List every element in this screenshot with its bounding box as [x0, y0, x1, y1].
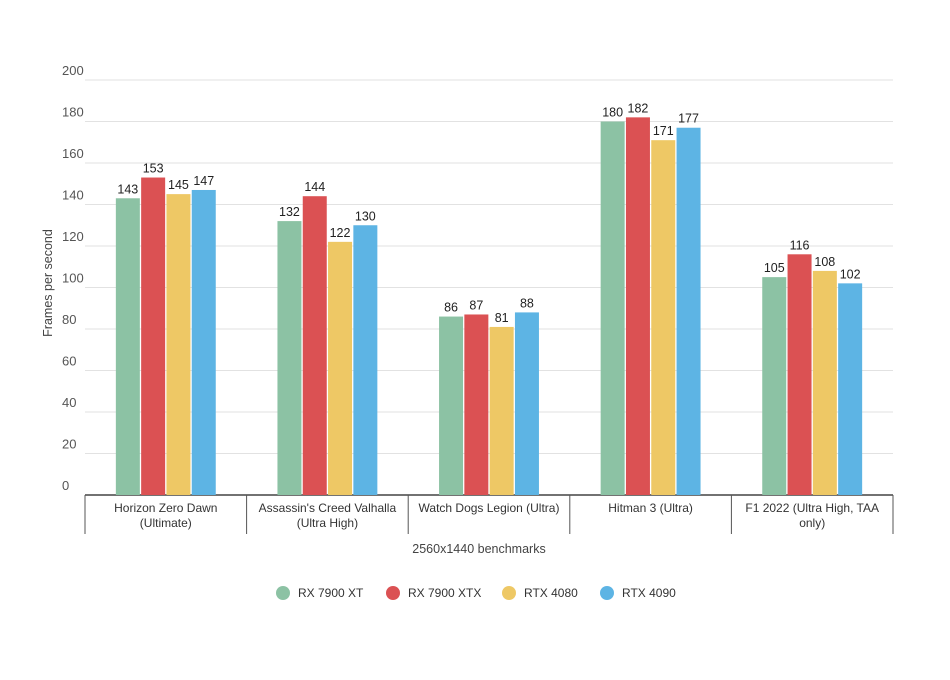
data-label: 182	[628, 101, 649, 115]
data-label: 102	[840, 267, 861, 281]
data-label: 81	[495, 311, 509, 325]
bar	[625, 117, 650, 495]
data-label: 87	[469, 298, 483, 312]
bar	[600, 121, 625, 495]
data-label: 130	[355, 209, 376, 223]
data-label: 177	[678, 112, 699, 126]
legend-label: RX 7900 XT	[298, 586, 364, 600]
data-label: 147	[193, 174, 214, 188]
y-tick-label: 0	[62, 478, 69, 493]
bar	[762, 277, 787, 495]
bar	[141, 177, 166, 495]
legend-swatch	[276, 586, 290, 600]
y-tick-label: 180	[62, 105, 84, 120]
x-tick-label: Hitman 3 (Ultra)	[608, 501, 693, 515]
bar	[166, 194, 191, 495]
x-tick-label: Horizon Zero Dawn	[114, 501, 217, 515]
bar	[838, 283, 863, 495]
data-label: 105	[764, 261, 785, 275]
data-label: 153	[143, 162, 164, 176]
data-label: 180	[602, 106, 623, 120]
bar	[676, 127, 701, 495]
bar	[464, 314, 489, 495]
x-tick-label: (Ultra High)	[297, 516, 358, 530]
data-label: 143	[117, 182, 138, 196]
data-label: 88	[520, 296, 534, 310]
y-tick-label: 120	[62, 229, 84, 244]
legend-label: RTX 4080	[524, 586, 578, 600]
legend-label: RTX 4090	[622, 586, 676, 600]
legend-label: RX 7900 XTX	[408, 586, 481, 600]
bar	[812, 270, 837, 495]
bar	[191, 189, 216, 495]
bar	[353, 225, 378, 495]
bar	[439, 316, 464, 495]
y-tick-label: 40	[62, 395, 76, 410]
y-axis-label: Frames per second	[41, 229, 55, 337]
y-tick-label: 20	[62, 437, 76, 452]
bar	[115, 198, 140, 495]
data-label: 132	[279, 205, 300, 219]
x-axis-label: 2560x1440 benchmarks	[412, 542, 545, 556]
x-tick-label: F1 2022 (Ultra High, TAA	[745, 501, 879, 515]
x-tick-label: Assassin's Creed Valhalla	[259, 501, 397, 515]
bar	[514, 312, 539, 495]
bar	[489, 326, 514, 495]
data-label: 122	[330, 226, 351, 240]
legend-swatch	[502, 586, 516, 600]
y-tick-label: 100	[62, 271, 84, 286]
legend-swatch	[600, 586, 614, 600]
bar	[328, 241, 353, 495]
data-label: 108	[814, 255, 835, 269]
y-tick-label: 60	[62, 354, 76, 369]
bar	[277, 221, 302, 495]
data-label: 145	[168, 178, 189, 192]
x-tick-label: (Ultimate)	[140, 516, 192, 530]
legend: RX 7900 XT RX 7900 XTX RTX 4080 RTX 4090	[276, 586, 676, 600]
data-label: 86	[444, 301, 458, 315]
y-tick-label: 200	[62, 63, 84, 78]
y-tick-label: 140	[62, 188, 84, 203]
bar	[787, 254, 812, 495]
y-tick-label: 160	[62, 146, 84, 161]
data-label: 116	[790, 238, 810, 252]
legend-swatch	[386, 586, 400, 600]
data-label: 171	[653, 124, 674, 138]
bar	[302, 196, 327, 495]
y-tick-label: 80	[62, 312, 76, 327]
bar	[651, 140, 676, 496]
x-tick-label: only)	[799, 516, 825, 530]
x-tick-label: Watch Dogs Legion (Ultra)	[419, 501, 560, 515]
data-label: 144	[304, 180, 325, 194]
